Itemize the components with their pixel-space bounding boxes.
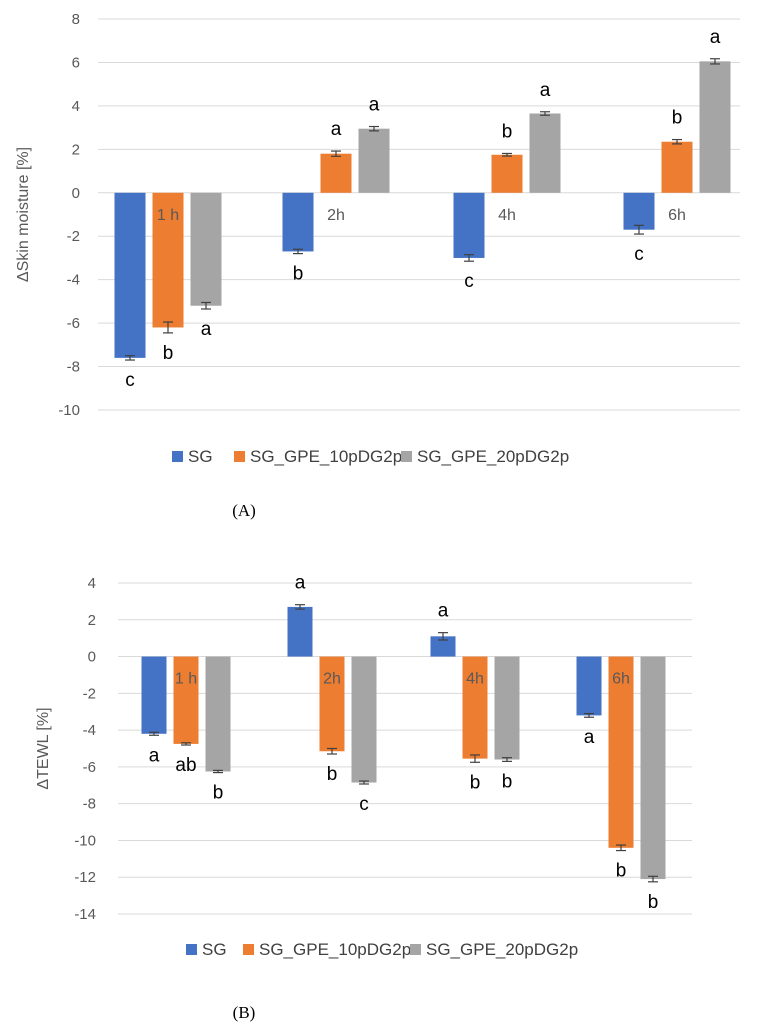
y-axis-label: ΔTEWL [%] xyxy=(35,707,52,789)
bar xyxy=(287,606,313,657)
bar xyxy=(205,656,231,772)
significance-letter: b xyxy=(672,108,683,129)
significance-letter: a xyxy=(149,745,160,766)
significance-letter: b xyxy=(293,264,304,285)
category-label: 1 h xyxy=(157,207,179,224)
category-label: 6h xyxy=(612,671,630,688)
bar xyxy=(430,636,456,657)
y-tick-label: 6 xyxy=(72,54,80,71)
significance-letter: c xyxy=(464,271,474,292)
legend-swatch xyxy=(243,944,254,955)
bar xyxy=(462,656,488,759)
category-label: 4h xyxy=(498,207,516,224)
significance-letter: c xyxy=(634,244,644,265)
bar xyxy=(351,656,377,783)
bar xyxy=(173,656,199,744)
y-tick-label: 8 xyxy=(72,11,80,28)
bar xyxy=(661,141,693,193)
significance-letter: b xyxy=(327,764,338,785)
bar xyxy=(282,192,314,252)
legend-swatch xyxy=(401,451,412,462)
y-tick-label: -10 xyxy=(74,832,96,849)
y-tick-label: -6 xyxy=(67,315,80,332)
y-tick-label: -4 xyxy=(67,272,80,289)
significance-letter: ab xyxy=(175,755,196,776)
category-label: 1 h xyxy=(175,671,197,688)
bar xyxy=(491,154,523,193)
significance-letter: b xyxy=(163,343,174,364)
bar xyxy=(141,656,167,734)
bar xyxy=(152,192,184,328)
significance-letter: a xyxy=(438,601,449,622)
bar xyxy=(453,192,485,258)
legend-swatch xyxy=(186,944,197,955)
significance-letter: a xyxy=(710,27,721,48)
category-label: 4h xyxy=(466,671,484,688)
bar xyxy=(358,128,390,193)
significance-letter: b xyxy=(213,783,224,804)
category-label: 2h xyxy=(323,671,341,688)
y-tick-label: 2 xyxy=(88,612,96,629)
significance-letter: b xyxy=(616,861,627,882)
significance-letter: a xyxy=(295,573,306,594)
significance-letter: a xyxy=(584,727,595,748)
y-tick-label: -2 xyxy=(83,685,96,702)
y-tick-label: 4 xyxy=(88,575,96,592)
y-tick-label: 0 xyxy=(72,185,80,202)
panel-label: (A) xyxy=(232,501,256,520)
significance-letter: a xyxy=(331,119,342,140)
bar xyxy=(320,153,352,193)
y-tick-label: 2 xyxy=(72,141,80,158)
significance-letter: b xyxy=(502,121,513,142)
significance-letter: b xyxy=(648,892,659,913)
significance-letter: b xyxy=(470,772,481,793)
bar xyxy=(699,61,731,193)
y-tick-label: 0 xyxy=(88,649,96,666)
legend-label: SG_GPE_10pDG2p xyxy=(250,447,402,466)
y-axis-label: ΔSkin moisture [%] xyxy=(15,147,32,282)
panel-label: (B) xyxy=(233,1003,256,1022)
y-tick-label: -12 xyxy=(74,869,96,886)
y-tick-label: -10 xyxy=(58,402,80,419)
y-tick-label: -6 xyxy=(83,759,96,776)
bar xyxy=(319,656,345,752)
legend-label: SG_GPE_10pDG2p xyxy=(259,940,411,959)
y-tick-label: -4 xyxy=(83,722,96,739)
significance-letter: a xyxy=(369,95,380,116)
y-tick-label: -8 xyxy=(83,796,96,813)
significance-letter: a xyxy=(201,319,212,340)
category-label: 6h xyxy=(668,207,686,224)
legend-swatch xyxy=(234,451,245,462)
legend-label: SG_GPE_20pDG2p xyxy=(426,940,578,959)
legend-label: SG xyxy=(188,447,213,466)
bar xyxy=(623,192,655,230)
significance-letter: c xyxy=(359,794,369,815)
significance-letter: c xyxy=(125,370,135,391)
y-tick-label: -8 xyxy=(67,359,80,376)
legend-swatch xyxy=(172,451,183,462)
legend-label: SG_GPE_20pDG2p xyxy=(417,447,569,466)
bar xyxy=(640,656,666,880)
category-label: 2h xyxy=(327,207,345,224)
significance-letter: a xyxy=(540,80,551,101)
y-tick-label: -2 xyxy=(67,228,80,245)
y-tick-label: 4 xyxy=(72,98,80,115)
chart-a: 8 6 4 2 0 -2 -4 -6 -8 -10 ΔSkin moisture [%] c b c c b a… xyxy=(15,11,740,520)
y-tick-label: -14 xyxy=(74,906,96,923)
bar xyxy=(114,192,146,358)
legend-swatch xyxy=(410,944,421,955)
bar xyxy=(494,656,520,760)
bar xyxy=(576,656,602,716)
bar xyxy=(190,192,222,306)
significance-letter: b xyxy=(502,771,513,792)
bar xyxy=(608,656,634,848)
legend-label: SG xyxy=(202,940,227,959)
bar xyxy=(529,113,561,193)
